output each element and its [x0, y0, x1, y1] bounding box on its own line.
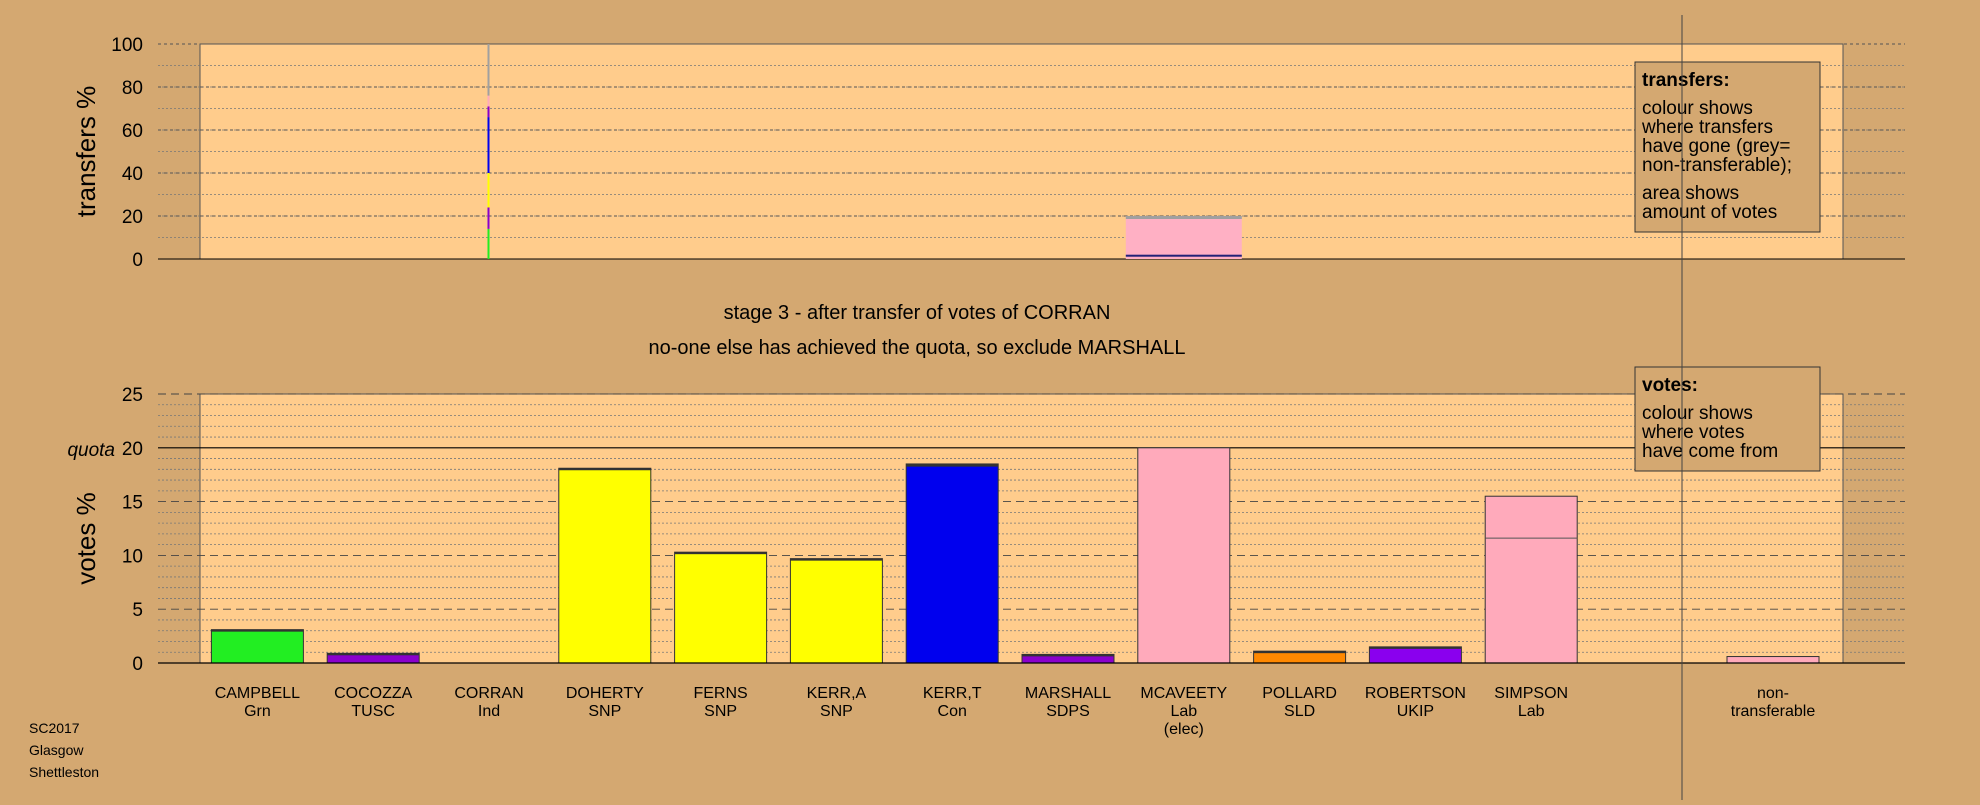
y-axis-label: votes % [71, 492, 101, 585]
candidate-label: FERNS [693, 685, 747, 702]
candidate-label: DOHERTY [566, 685, 644, 702]
y-tick-label: 40 [122, 164, 143, 185]
y-tick-label: 0 [132, 250, 143, 271]
candidate-label: Lab [1518, 703, 1545, 720]
votes-legend-line: have come from [1642, 441, 1778, 462]
y-tick-label: 0 [132, 654, 143, 675]
candidate-label: ROBERTSON [1365, 685, 1466, 702]
stage-title: stage 3 - after transfer of votes of COR… [724, 302, 1111, 324]
transfer-segment [487, 106, 490, 118]
transfers-legend-line: have gone (grey= [1642, 136, 1790, 157]
transfer-segment [487, 95, 490, 107]
transfer-area-nontransferable [1125, 216, 1242, 219]
transfers-legend-line: colour shows [1642, 98, 1753, 119]
candidate-label: MCAVEETY [1140, 685, 1227, 702]
transfer-area [1125, 216, 1242, 259]
candidate-label: SDPS [1046, 703, 1090, 720]
transfers-legend-line: area shows [1642, 183, 1739, 204]
transfers-legend: transfers: colour shows where transfers … [1634, 61, 1821, 233]
vote-bar-transfer [1253, 651, 1346, 654]
vote-bar [210, 629, 304, 664]
y-tick-label: 5 [132, 600, 143, 621]
votes-legend: votes: colour shows where votes have com… [1634, 366, 1821, 472]
vote-bar-transfer [790, 558, 883, 561]
vote-bar-transfer [558, 468, 651, 471]
candidate-label: TUSC [351, 703, 395, 720]
candidate-label: SIMPSON [1494, 685, 1568, 702]
transfers-plot-area [199, 43, 1844, 260]
vote-bar [1368, 646, 1462, 664]
transfers-panel: 0 20 40 60 80 100 transfers % [71, 35, 1905, 271]
candidate-label: (elec) [1164, 721, 1204, 738]
candidate-label: MARSHALL [1025, 685, 1111, 702]
vote-bar-transfer [1022, 654, 1114, 657]
transfer-segment [487, 44, 490, 96]
transfer-segment [487, 207, 490, 229]
vote-bar [674, 551, 768, 664]
candidate-label: SNP [704, 703, 737, 720]
votes-plot-area [199, 393, 1844, 664]
vote-bar [789, 558, 883, 664]
vote-bar [905, 463, 999, 664]
vote-bar-transfer [674, 552, 767, 555]
candidate-label: UKIP [1397, 703, 1434, 720]
transfer-segment [487, 173, 490, 208]
transfer-segment [487, 117, 490, 173]
vote-bar-transfer [327, 653, 420, 656]
vote-bar-transfer [211, 629, 304, 632]
votes-legend-line: colour shows [1642, 403, 1753, 424]
y-tick-label: 20 [122, 439, 143, 460]
footer-line: SC2017 [29, 720, 80, 736]
y-tick-label: 100 [111, 35, 143, 56]
stage-subtitle: no-one else has achieved the quota, so e… [648, 337, 1185, 359]
candidate-label: non- [1757, 685, 1789, 702]
footer-line: Glasgow [29, 742, 84, 758]
y-tick-label: 60 [122, 121, 143, 142]
candidate-label: Con [938, 703, 967, 720]
y-tick-label: 15 [122, 493, 143, 514]
transfer-segment [487, 228, 490, 259]
y-axis-label: transfers % [71, 86, 101, 218]
candidate-label: SNP [820, 703, 853, 720]
candidate-label: Ind [478, 703, 500, 720]
y-tick-label: 25 [122, 385, 143, 406]
transfers-legend-title: transfers: [1642, 70, 1730, 91]
transfers-legend-line: non-transferable); [1642, 155, 1792, 176]
transfer-area-line [1125, 254, 1242, 257]
transfers-legend-line: amount of votes [1642, 202, 1777, 223]
y-tick-label: 20 [122, 207, 143, 228]
y-tick-label: 80 [122, 78, 143, 99]
candidate-label: CAMPBELL [215, 685, 300, 702]
candidate-label: transferable [1731, 703, 1816, 720]
vote-bar-transfer [1369, 646, 1462, 649]
footer-line: Shettleston [29, 764, 99, 780]
candidate-label: Grn [244, 703, 271, 720]
vote-bar-transfer [906, 463, 999, 467]
candidate-label: KERR,A [807, 685, 867, 702]
candidate-label: POLLARD [1262, 685, 1337, 702]
vote-bar [1484, 495, 1578, 664]
vote-bar [1137, 447, 1231, 664]
votes-legend-title: votes: [1642, 375, 1698, 396]
candidate-label: SLD [1284, 703, 1315, 720]
quota-label: quota [67, 440, 115, 461]
candidate-label: CORRAN [454, 685, 523, 702]
vote-bar [1726, 656, 1820, 664]
candidate-label: KERR,T [923, 685, 982, 702]
y-tick-label: 10 [122, 546, 143, 567]
transfers-legend-line: where transfers [1641, 117, 1773, 138]
candidate-label: COCOZZA [334, 685, 413, 702]
candidate-label: Lab [1170, 703, 1197, 720]
candidate-label: SNP [588, 703, 621, 720]
votes-legend-line: where votes [1641, 422, 1744, 443]
vote-bar [558, 467, 652, 664]
